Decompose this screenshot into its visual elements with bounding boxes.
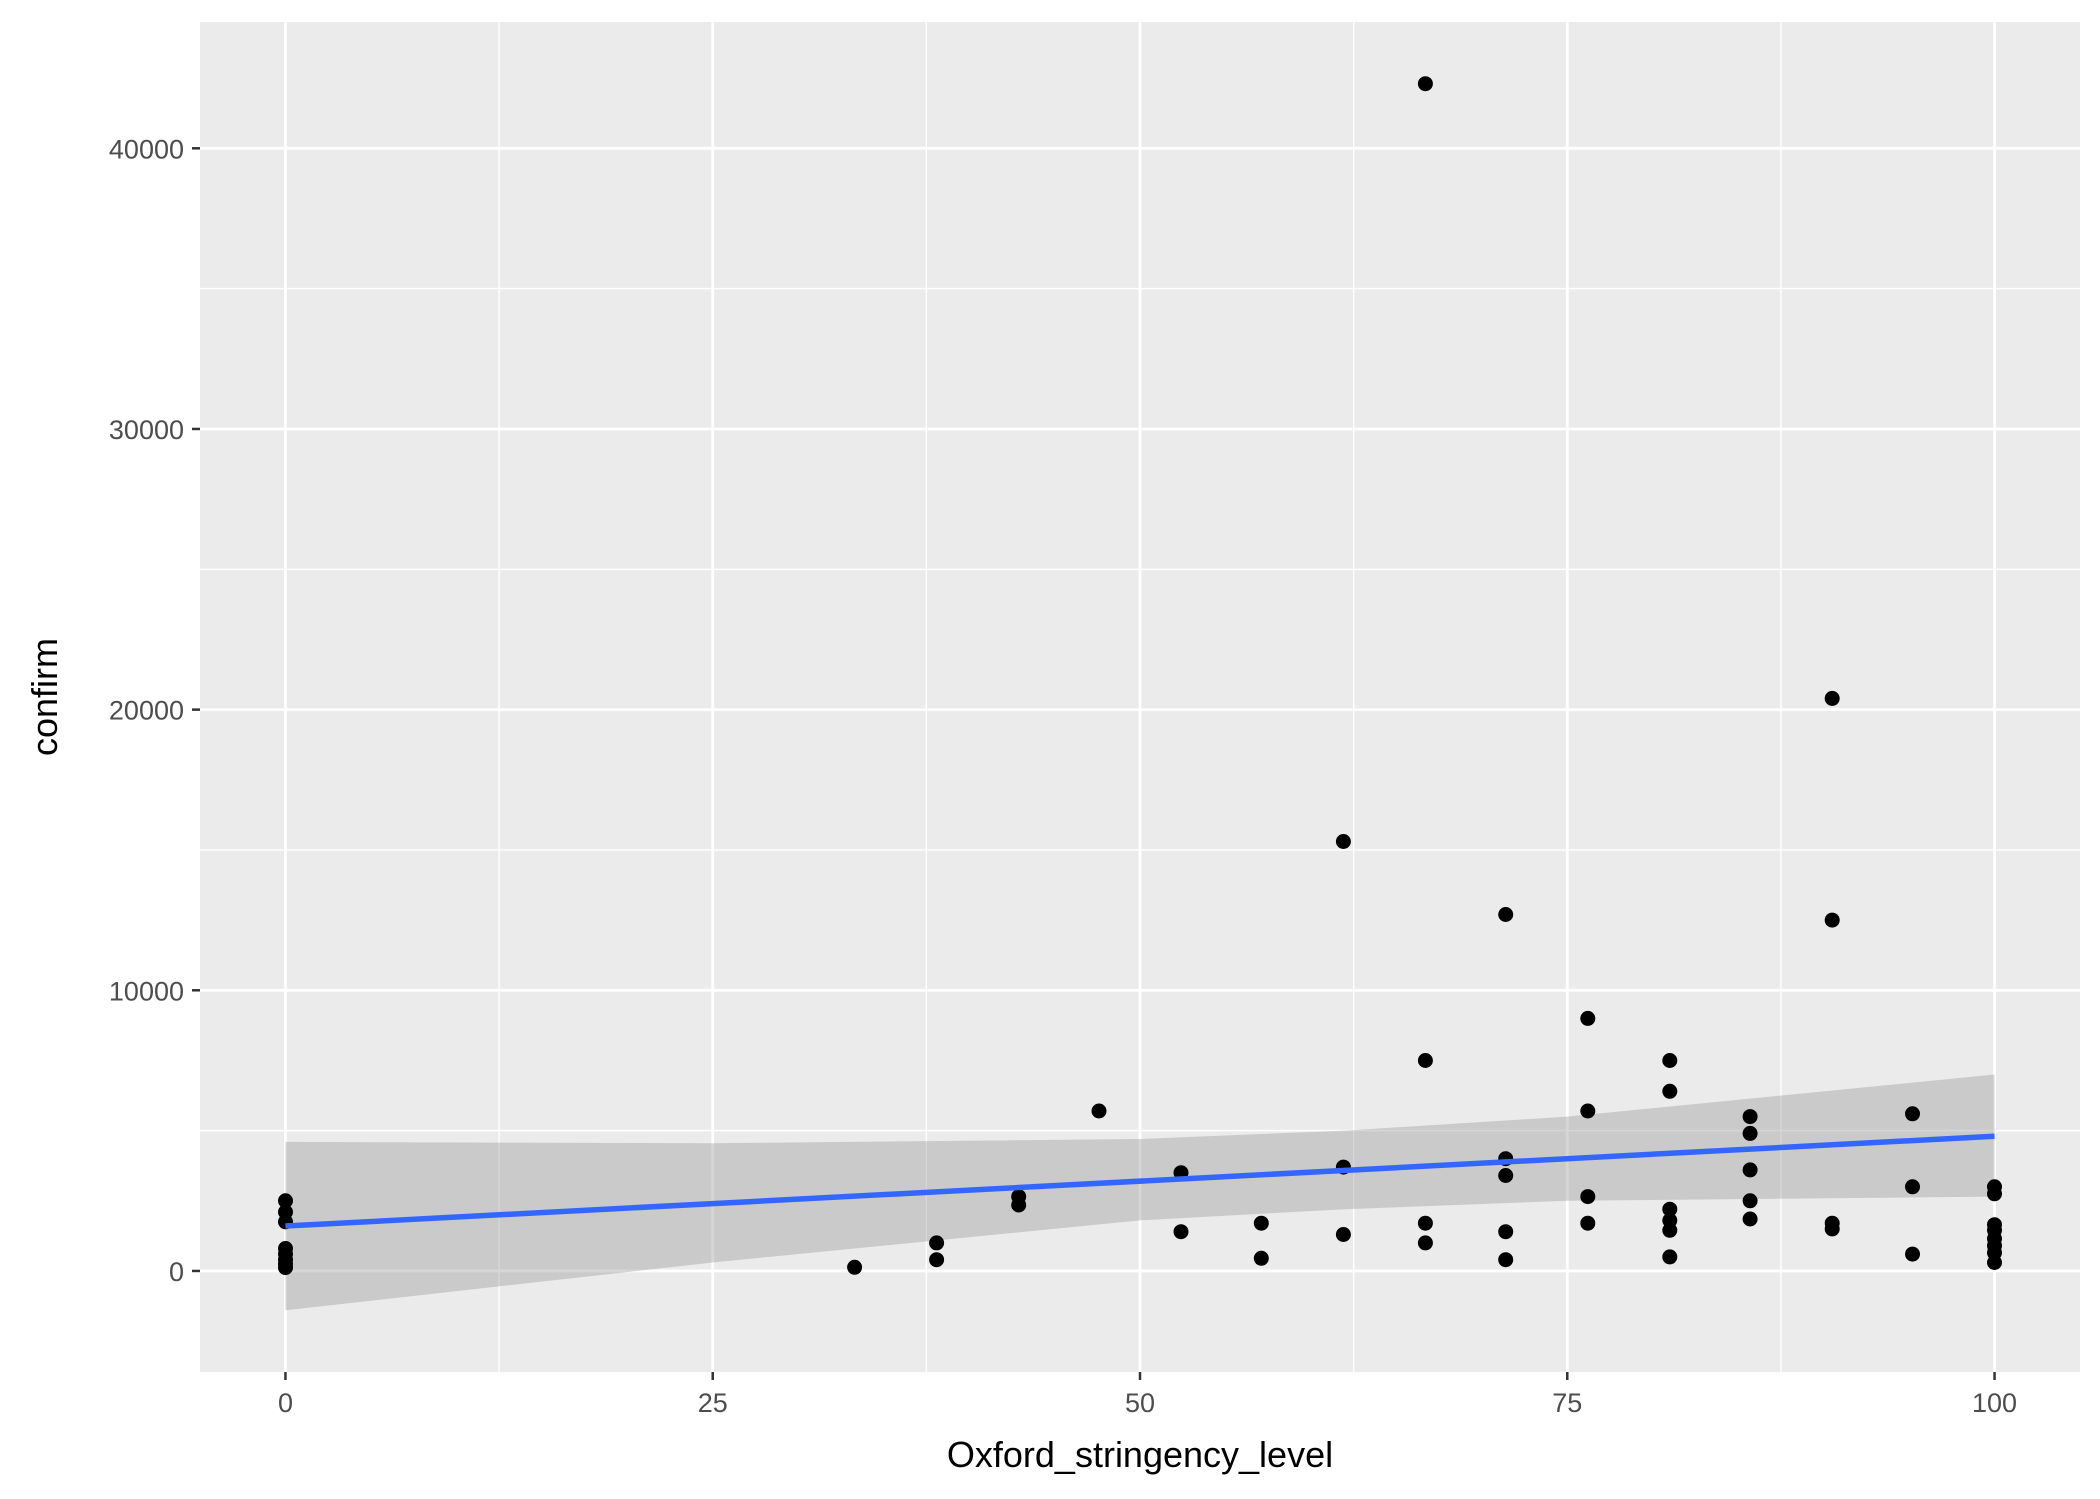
data-point — [1905, 1246, 1920, 1262]
regression-line — [285, 1133, 1995, 1229]
data-point — [1824, 912, 1840, 928]
data-point — [1662, 1222, 1678, 1238]
data-point — [1580, 1103, 1596, 1119]
data-point — [1987, 1255, 2002, 1270]
data-point — [929, 1252, 945, 1268]
x-axis-ticks: 0 25 50 75 100 — [278, 1372, 2017, 1418]
data-point — [1417, 1215, 1433, 1231]
confidence-band — [285, 1074, 1995, 1311]
data-point — [847, 1259, 863, 1275]
data-point — [1498, 1168, 1514, 1183]
data-point — [1742, 1109, 1758, 1125]
data-point — [1662, 1053, 1678, 1068]
data-point — [1905, 1106, 1920, 1122]
data-point — [1824, 690, 1840, 706]
data-point — [1662, 1249, 1678, 1265]
major-gridlines — [200, 22, 2080, 1372]
data-point — [1253, 1215, 1269, 1231]
data-point — [1742, 1193, 1758, 1209]
y-tick-label: 30000 — [109, 415, 184, 445]
data-point — [1417, 1235, 1433, 1251]
data-point — [1662, 1201, 1678, 1217]
y-tick-label: 0 — [169, 1257, 184, 1287]
x-tick-label: 25 — [698, 1388, 728, 1418]
data-points — [278, 76, 2002, 1276]
data-point — [1824, 1221, 1840, 1237]
x-axis-title: Oxford_stringency_level — [947, 1434, 1333, 1475]
data-point — [1417, 76, 1433, 92]
x-tick-label: 100 — [1972, 1388, 2017, 1418]
data-point — [1905, 1179, 1920, 1195]
data-point — [1580, 1215, 1596, 1231]
data-point — [278, 1193, 293, 1209]
data-point — [1091, 1103, 1107, 1119]
data-point — [1417, 1053, 1433, 1068]
data-point — [1011, 1197, 1027, 1213]
data-point — [278, 1260, 293, 1276]
y-tick-label: 20000 — [109, 696, 184, 726]
data-point — [1173, 1224, 1189, 1240]
data-point — [1498, 907, 1514, 922]
y-axis-ticks: 0 10000 20000 30000 40000 — [109, 134, 200, 1287]
data-point — [1987, 1186, 2002, 1202]
data-point — [1580, 1189, 1596, 1205]
data-point — [1742, 1162, 1758, 1178]
data-point — [1335, 1227, 1351, 1242]
y-tick-label: 10000 — [109, 976, 184, 1006]
data-point — [1742, 1211, 1758, 1227]
data-point — [1498, 1252, 1514, 1268]
x-tick-label: 0 — [278, 1388, 293, 1418]
y-tick-label: 40000 — [109, 134, 184, 164]
data-point — [929, 1235, 945, 1251]
x-tick-label: 50 — [1125, 1388, 1155, 1418]
data-point — [1498, 1224, 1514, 1240]
data-point — [1662, 1083, 1678, 1099]
data-point — [1580, 1010, 1596, 1026]
data-point — [1335, 834, 1351, 849]
data-point — [1742, 1125, 1758, 1141]
x-tick-label: 75 — [1552, 1388, 1582, 1418]
y-axis-title: confirm — [24, 638, 65, 756]
data-point — [1253, 1250, 1269, 1266]
